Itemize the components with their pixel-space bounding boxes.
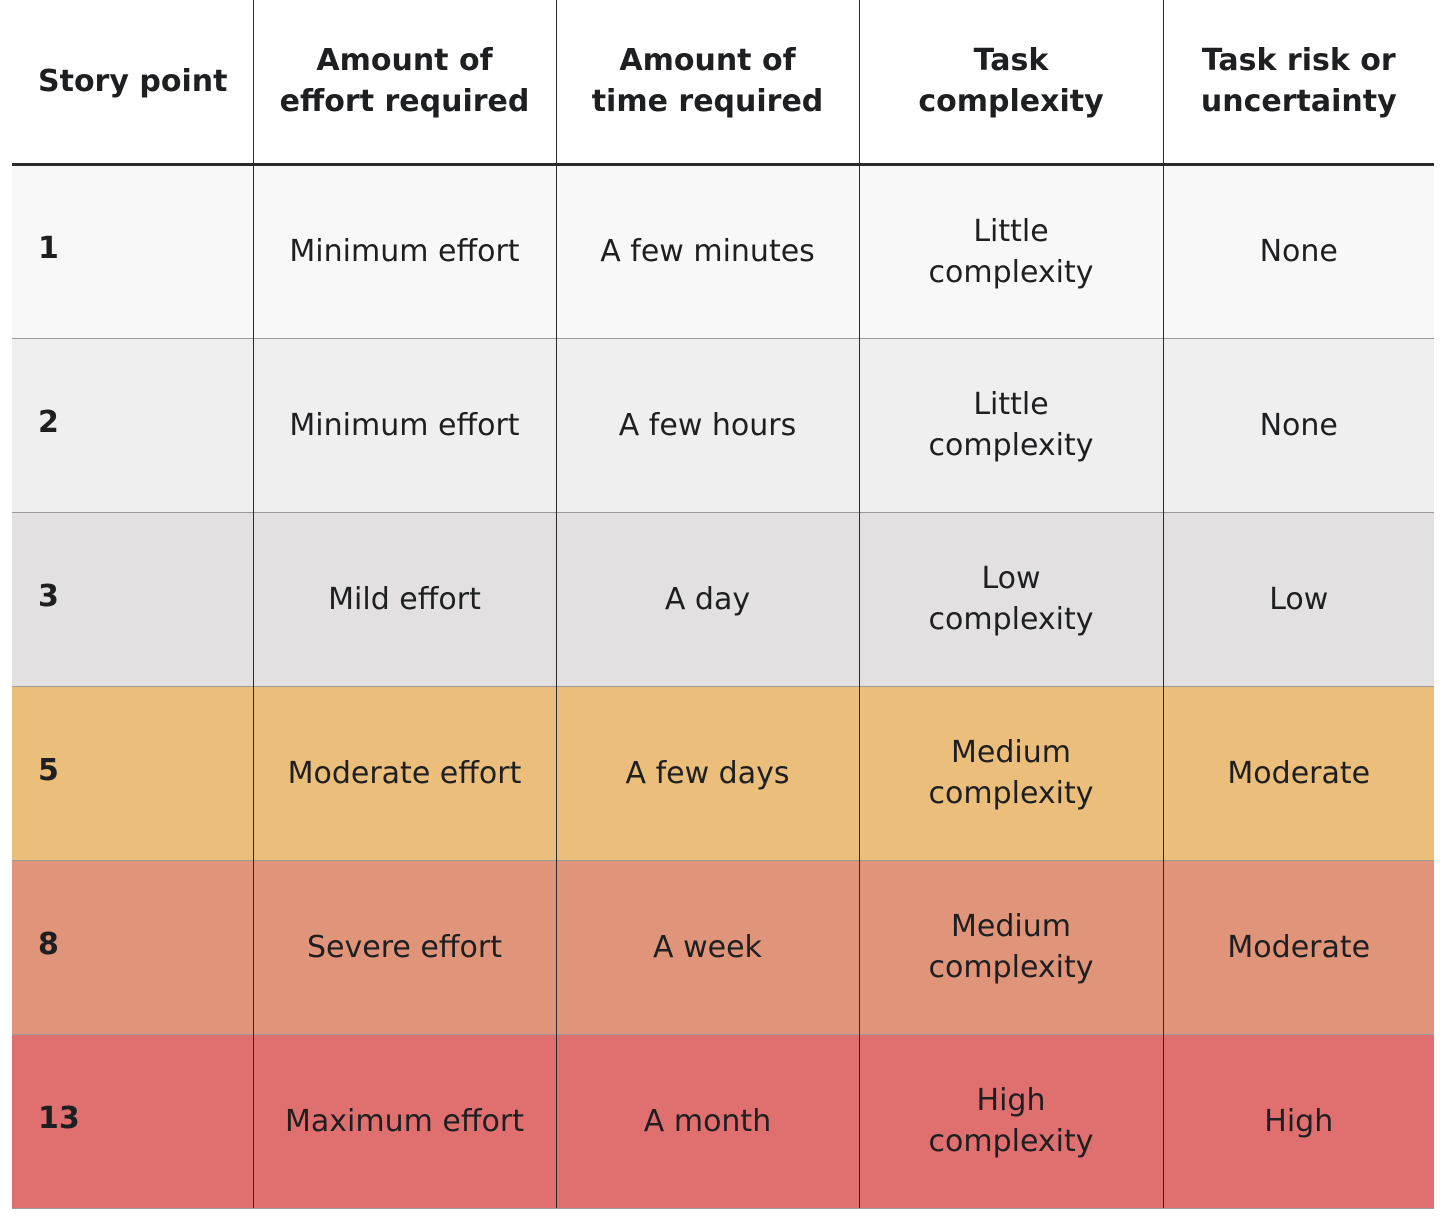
header-story-point: Story point	[12, 0, 253, 166]
cell-story-point: 5	[12, 685, 253, 860]
cell-time: A week	[555, 859, 859, 1034]
table-row: 13 Maximum effort A month High complexity…	[12, 1033, 1434, 1209]
cell-complexity: Little complexity	[858, 337, 1163, 512]
table-row: 3 Mild effort A day Low complexity Low	[12, 511, 1434, 686]
cell-time: A few hours	[555, 337, 859, 512]
table-header-row: Story point Amount of effort required Amo…	[12, 0, 1434, 166]
cell-effort: Maximum effort	[252, 1033, 556, 1209]
table-row: 8 Severe effort A week Medium complexity …	[12, 859, 1434, 1034]
cell-story-point: 2	[12, 337, 253, 512]
cell-time: A few minutes	[555, 164, 859, 338]
cell-effort: Severe effort	[252, 859, 556, 1034]
cell-time: A day	[555, 511, 859, 686]
cell-complexity: Medium complexity	[858, 685, 1163, 860]
cell-effort: Minimum effort	[252, 337, 556, 512]
cell-risk: None	[1162, 337, 1434, 512]
table-row: 5 Moderate effort A few days Medium compl…	[12, 685, 1434, 860]
table-row: 2 Minimum effort A few hours Little compl…	[12, 337, 1434, 512]
cell-time: A few days	[555, 685, 859, 860]
cell-complexity: Medium complexity	[858, 859, 1163, 1034]
cell-risk: High	[1162, 1033, 1434, 1209]
cell-risk: Low	[1162, 511, 1434, 686]
cell-risk: Moderate	[1162, 859, 1434, 1034]
cell-effort: Mild effort	[252, 511, 556, 686]
cell-story-point: 1	[12, 164, 253, 338]
table-row: 1 Minimum effort A few minutes Little com…	[12, 164, 1434, 338]
story-point-table: Story point Amount of effort required Amo…	[12, 0, 1434, 1209]
cell-complexity: Little complexity	[858, 164, 1163, 338]
cell-effort: Moderate effort	[252, 685, 556, 860]
cell-story-point: 8	[12, 859, 253, 1034]
header-complexity: Task complexity	[858, 0, 1163, 166]
header-effort: Amount of effort required	[252, 0, 556, 166]
cell-complexity: High complexity	[858, 1033, 1163, 1209]
cell-time: A month	[555, 1033, 859, 1209]
cell-effort: Minimum effort	[252, 164, 556, 338]
cell-story-point: 3	[12, 511, 253, 686]
story-point-table-container: Story point Amount of effort required Amo…	[12, 0, 1434, 1209]
header-time: Amount of time required	[555, 0, 859, 166]
header-risk: Task risk or uncertainty	[1162, 0, 1434, 166]
cell-risk: None	[1162, 164, 1434, 338]
cell-risk: Moderate	[1162, 685, 1434, 860]
cell-story-point: 13	[12, 1033, 253, 1209]
cell-complexity: Low complexity	[858, 511, 1163, 686]
